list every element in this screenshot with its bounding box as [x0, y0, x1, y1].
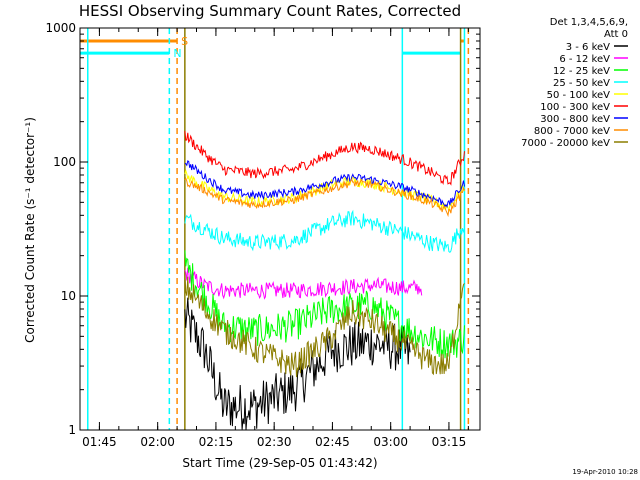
legend-label-2: 12 - 25 keV [553, 66, 610, 77]
y-tick-label-2: 100 [53, 155, 76, 169]
series-line-1 [184, 267, 423, 300]
legend-label-3: 25 - 50 keV [553, 78, 610, 89]
series-line-5 [184, 131, 465, 186]
series-line-0 [184, 297, 411, 431]
x-tick-label-1: 02:00 [140, 435, 175, 449]
legend-header-line-2: Att 0 [604, 29, 628, 40]
y-axis-label: Corrected Count Rate (s⁻¹ detector⁻¹) [23, 117, 37, 343]
axes: 1 10 100 1000 01:45 02:00 02:15 02:30 02:45 03:00… [45, 21, 481, 449]
marker-S: S [181, 35, 188, 48]
legend-label-7: 800 - 7000 keV [534, 126, 610, 137]
x-tick-label-3: 02:30 [257, 435, 292, 449]
plot-area: SN [80, 28, 470, 431]
legend-label-0: 3 - 6 keV [566, 42, 610, 53]
legend-label-8: 7000 - 20000 keV [521, 138, 610, 149]
legend-label-1: 6 - 12 keV [559, 54, 610, 65]
x-axis-label: Start Time (29-Sep-05 01:43:42) [182, 456, 377, 470]
chart-title: HESSI Observing Summary Count Rates, Cor… [79, 2, 461, 20]
x-tick-label-4: 02:45 [315, 435, 350, 449]
legend-label-6: 300 - 800 keV [540, 114, 610, 125]
series-line-2 [184, 250, 465, 359]
timestamp: 19-Apr-2010 10:28 [572, 468, 638, 476]
x-tick-label-6: 03:15 [432, 435, 467, 449]
legend-label-5: 100 - 300 keV [540, 102, 610, 113]
x-tick-label-2: 02:15 [199, 435, 234, 449]
series-line-7 [184, 177, 465, 218]
y-tick-label-1: 10 [61, 289, 76, 303]
y-tick-label-0: 1 [68, 423, 76, 437]
series-line-6 [184, 160, 465, 209]
plot-frame [79, 27, 481, 431]
x-tick-label-0: 01:45 [82, 435, 117, 449]
y-tick-label-3: 1000 [45, 21, 76, 35]
series-line-8 [184, 273, 465, 378]
x-tick-label-5: 03:00 [373, 435, 408, 449]
marker-N: N [173, 47, 181, 60]
legend-header-line-1: Det 1,3,4,5,6,9, [550, 17, 628, 28]
series-line-3 [184, 209, 465, 253]
legend-label-4: 50 - 100 keV [547, 90, 611, 101]
